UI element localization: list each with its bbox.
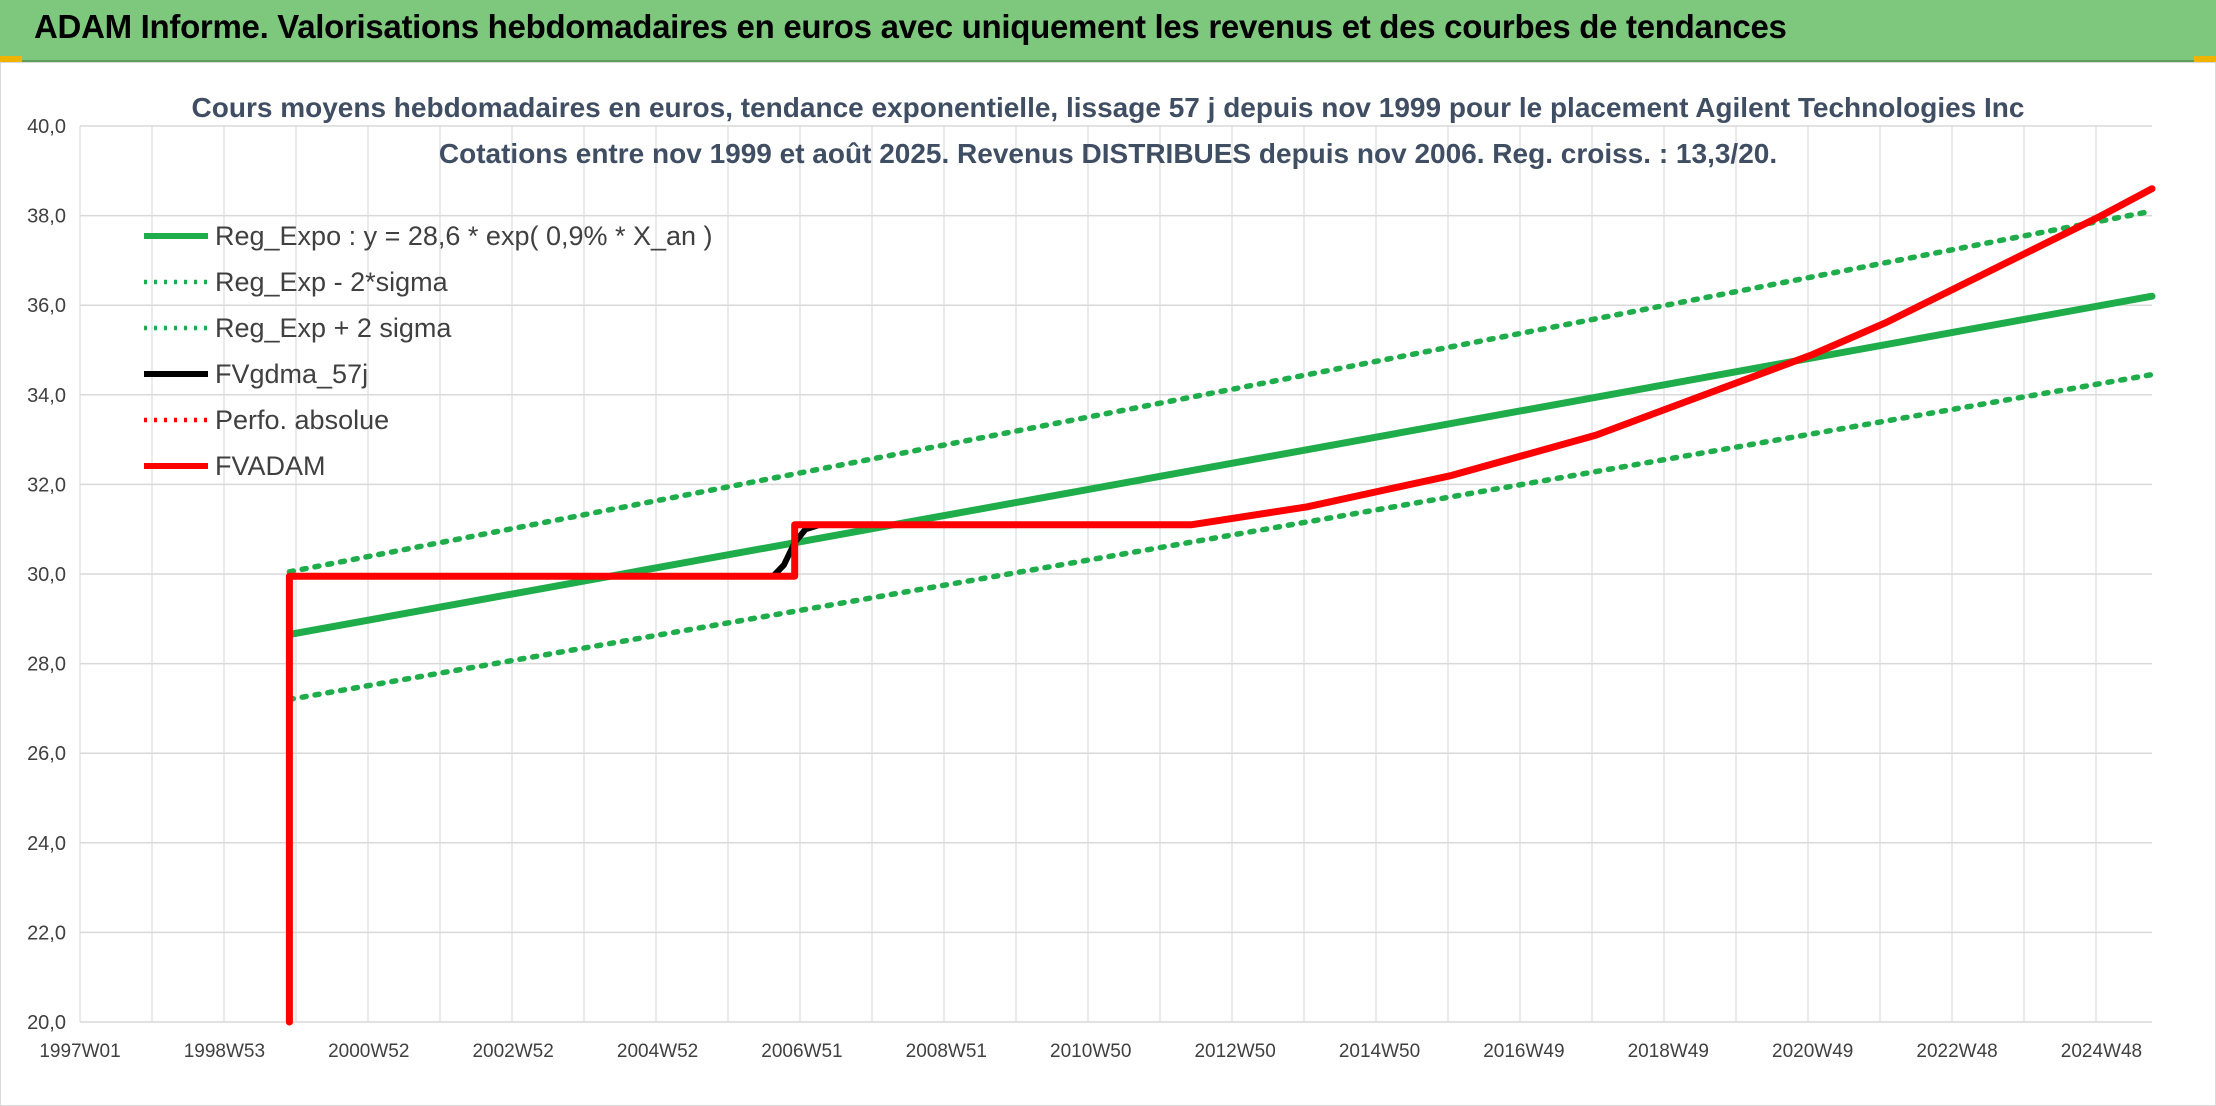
x-axis-ticks: 1997W01 1998W53 2000W52 2002W52 2004W52 2006W… — [39, 1041, 2142, 1062]
reg-expo-line — [285, 292, 2156, 638]
y-tick-label: 20,0 — [27, 1012, 66, 1034]
legend-label: FVgdma_57j — [215, 359, 368, 389]
x-tick-label: 2006W51 — [761, 1041, 842, 1062]
legend-label: Perfo. absolue — [215, 405, 389, 435]
x-tick-label: 1997W01 — [39, 1041, 120, 1062]
y-tick-label: 28,0 — [27, 654, 66, 676]
x-tick-label: 2022W48 — [1916, 1041, 1997, 1062]
series-lines — [285, 185, 2156, 1026]
fvadam-line — [285, 185, 2156, 1026]
chart-title-line1: Cours moyens hebdomadaires en euros, ten… — [191, 92, 2025, 123]
x-tick-label: 1998W53 — [184, 1041, 265, 1062]
y-axis-ticks: 20,0 22,0 24,0 26,0 28,0 30,0 32,0 34,0 36,0 38,0… — [27, 116, 66, 1034]
fvgdma-57j-line — [286, 521, 1195, 1025]
corner-marker-right — [2194, 56, 2216, 64]
x-tick-label: 2020W49 — [1772, 1041, 1853, 1062]
report-title: ADAM Informe. Valorisations hebdomadaire… — [34, 8, 1787, 45]
corner-marker-left — [0, 56, 22, 64]
x-tick-label: 2024W48 — [2061, 1041, 2142, 1062]
x-tick-label: 2008W51 — [906, 1041, 987, 1062]
legend-label: Reg_Expo : y = 28,6 * exp( 0,9% * X_an ) — [215, 221, 713, 251]
report-banner: ADAM Informe. Valorisations hebdomadaire… — [0, 0, 2216, 62]
y-tick-label: 24,0 — [27, 833, 66, 855]
y-tick-label: 32,0 — [27, 474, 66, 496]
x-tick-label: 2016W49 — [1483, 1041, 1564, 1062]
y-tick-label: 30,0 — [27, 564, 66, 586]
chart-title-line2: Cotations entre nov 1999 et août 2025. R… — [438, 138, 1778, 169]
reg-exp-minus-2sigma-line — [286, 371, 2155, 703]
reg-exp-plus-2sigma-line — [286, 208, 2155, 575]
legend-label: Reg_Exp + 2 sigma — [215, 313, 452, 343]
y-tick-label: 26,0 — [27, 743, 66, 765]
y-tick-label: 36,0 — [27, 295, 66, 317]
y-tick-label: 22,0 — [27, 922, 66, 944]
x-tick-label: 2014W50 — [1339, 1041, 1420, 1062]
y-tick-label: 40,0 — [27, 116, 66, 138]
y-tick-label: 34,0 — [27, 385, 66, 407]
chart-legend: Reg_Expo : y = 28,6 * exp( 0,9% * X_an )… — [144, 221, 713, 481]
x-tick-label: 2010W50 — [1050, 1041, 1131, 1062]
x-tick-label: 2004W52 — [617, 1041, 698, 1062]
x-tick-label: 2018W49 — [1628, 1041, 1709, 1062]
legend-label: FVADAM — [215, 451, 326, 481]
legend-label: Reg_Exp - 2*sigma — [215, 267, 449, 297]
x-tick-label: 2012W50 — [1194, 1041, 1275, 1062]
x-tick-label: 2002W52 — [472, 1041, 553, 1062]
y-tick-label: 38,0 — [27, 206, 66, 228]
x-tick-label: 2000W52 — [328, 1041, 409, 1062]
